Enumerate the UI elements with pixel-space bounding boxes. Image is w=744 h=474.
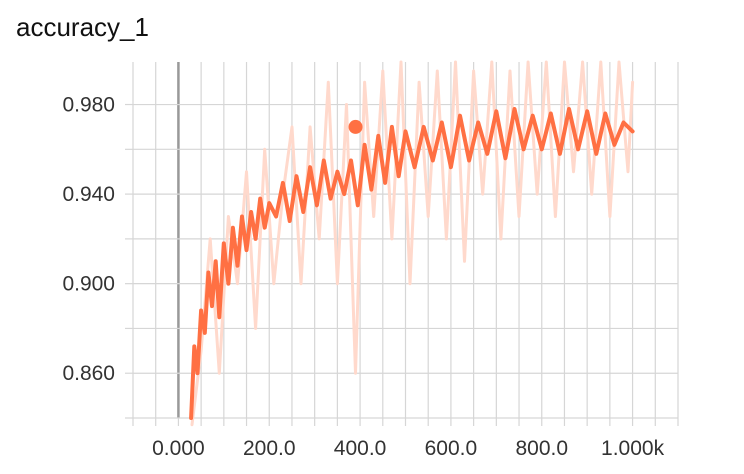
tick-labels: 0.860 0.900 0.940 0.980 0.000 200.0 400.0 600.0… xyxy=(62,94,664,460)
x-tick-label: 1.000k xyxy=(601,437,665,460)
chart-title: accuracy_1 xyxy=(16,12,149,42)
raw-series-line xyxy=(190,60,635,427)
x-tick-label: 600.0 xyxy=(425,437,478,460)
raw-series xyxy=(190,60,635,427)
x-tick-label: 800.0 xyxy=(515,437,568,460)
hover-marker xyxy=(348,119,363,134)
x-tick-label: 0.000 xyxy=(152,437,205,460)
y-tick-label: 0.860 xyxy=(62,362,115,385)
smoothed-series-line xyxy=(189,107,635,420)
y-tick-label: 0.980 xyxy=(62,94,115,117)
x-tick-label: 200.0 xyxy=(243,437,296,460)
y-tick-label: 0.940 xyxy=(62,183,115,206)
x-tick-label: 400.0 xyxy=(334,437,387,460)
smoothed-series xyxy=(189,107,635,420)
y-tick-label: 0.900 xyxy=(62,273,115,296)
grid xyxy=(125,62,679,426)
highlight-point xyxy=(348,119,363,134)
